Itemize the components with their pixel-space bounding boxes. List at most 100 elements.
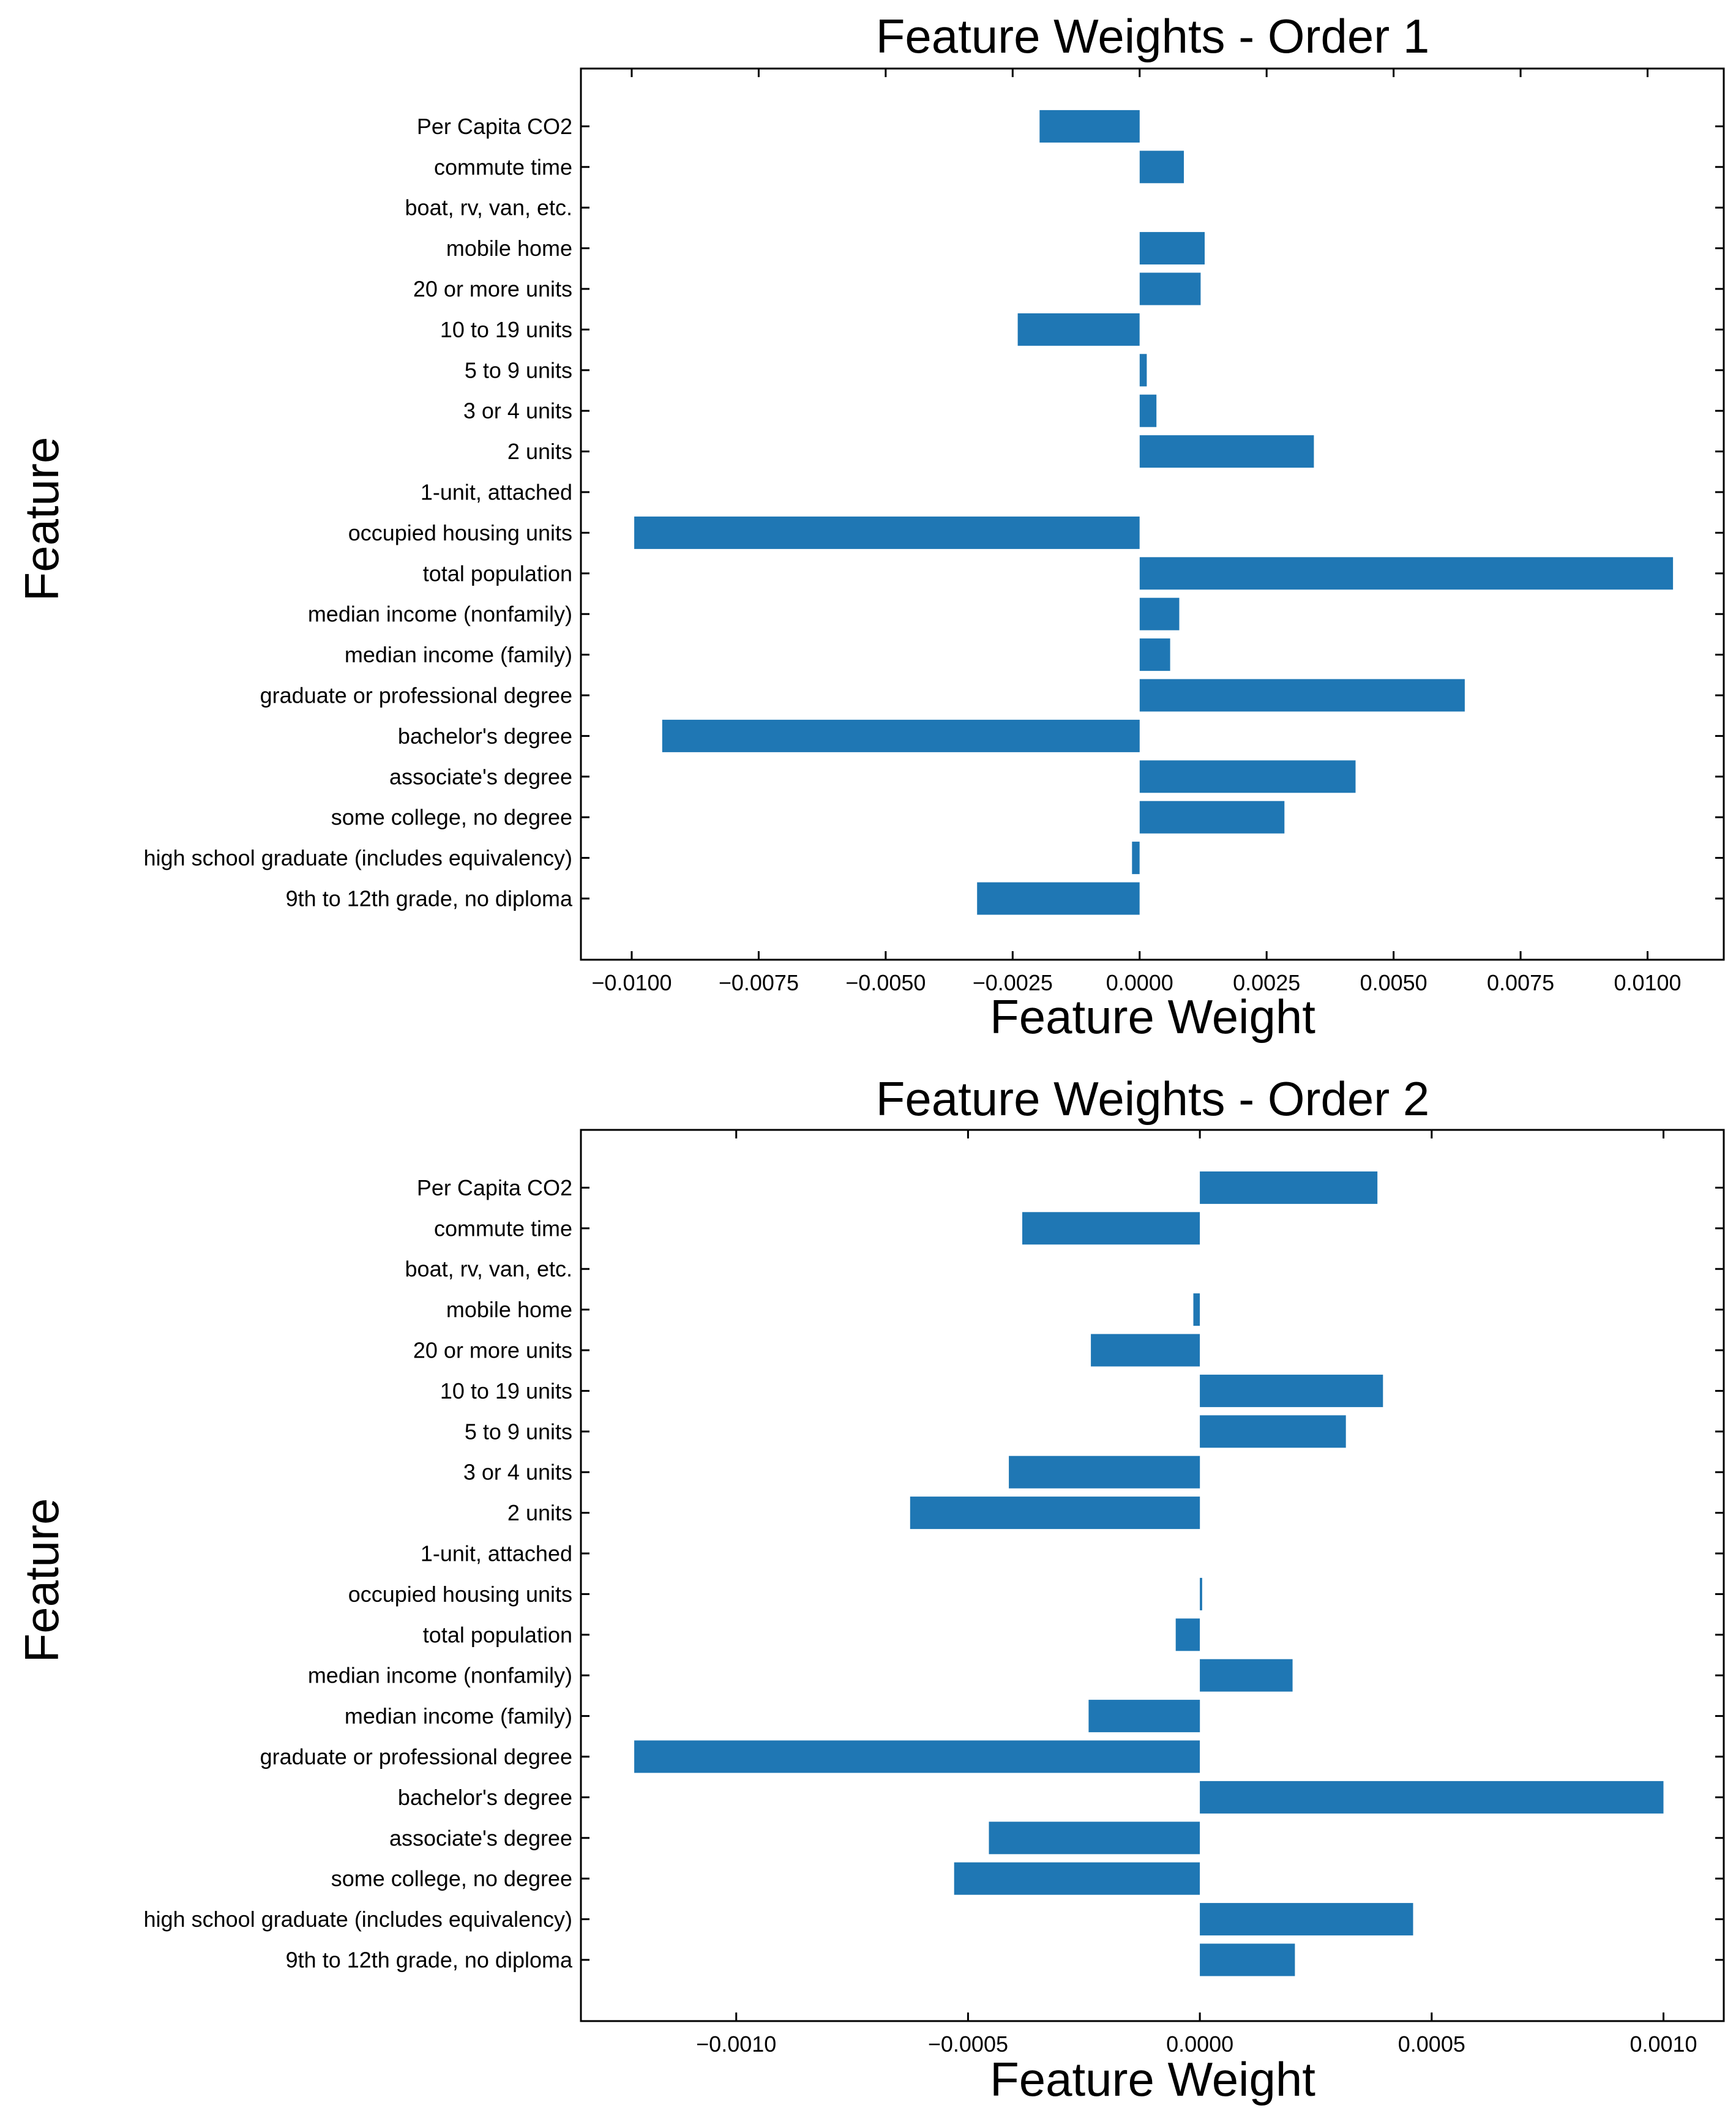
x-tick-label: −0.0025 <box>973 970 1053 995</box>
bar <box>1139 394 1157 427</box>
y-tick-label: some college, no degree <box>331 1866 572 1891</box>
x-tick-label: −0.0100 <box>591 970 672 995</box>
bar <box>1200 1374 1383 1407</box>
y-tick-label: associate's degree <box>389 764 572 789</box>
x-tick-label: −0.0005 <box>928 2031 1008 2057</box>
bar <box>1200 1577 1202 1610</box>
y-tick-label: boat, rv, van, etc. <box>405 1257 572 1282</box>
plot-frame <box>580 1129 1725 2022</box>
bar <box>954 1862 1200 1895</box>
y-axis-label: Feature <box>15 437 69 602</box>
y-tick-label: 9th to 12th grade, no diploma <box>286 1948 573 1973</box>
bar <box>1200 1171 1378 1204</box>
chart-order-2: Feature Weights - Order 2 Feature Weight… <box>15 1072 1725 2106</box>
y-tick-label: 20 or more units <box>413 277 572 302</box>
y-tick-label: occupied housing units <box>348 520 572 545</box>
bar <box>1200 1415 1346 1448</box>
y-tick-label: bachelor's degree <box>398 1785 572 1810</box>
bar <box>634 516 1140 549</box>
bar <box>1200 1781 1664 1814</box>
y-tick-label: 2 units <box>507 1500 572 1525</box>
x-tick-label: −0.0075 <box>719 970 799 995</box>
bars-group <box>634 1171 1664 1976</box>
y-tick-label: total population <box>423 561 572 586</box>
bar <box>1200 1903 1413 1936</box>
bar <box>1139 801 1285 834</box>
y-tick-label: mobile home <box>446 236 572 261</box>
bar <box>1200 1659 1293 1692</box>
bar <box>1039 110 1140 143</box>
bar <box>1091 1334 1200 1367</box>
y-tick-label: high school graduate (includes equivalen… <box>144 845 572 870</box>
bar <box>1009 1456 1200 1489</box>
bar <box>1139 597 1180 630</box>
x-tick-label: 0.0075 <box>1487 970 1554 995</box>
y-tick-label: graduate or professional degree <box>260 1744 572 1770</box>
x-tick-label: −0.0050 <box>845 970 926 995</box>
bar <box>1139 760 1356 793</box>
x-tick-label: 0.0000 <box>1166 2031 1233 2057</box>
chart-title: Feature Weights - Order 2 <box>876 1072 1430 1126</box>
bar <box>1139 679 1465 712</box>
bar <box>1139 354 1147 387</box>
x-tick-label: 0.0050 <box>1360 970 1427 995</box>
x-tick-label: 0.0000 <box>1106 970 1173 995</box>
x-ticks-group: −0.0010 −0.0005 0.0000 0.0005 0.0010 <box>696 1130 1697 2057</box>
y-tick-label: 9th to 12th grade, no diploma <box>286 886 573 911</box>
chart-title: Feature Weights - Order 1 <box>876 9 1430 63</box>
bar <box>989 1822 1200 1855</box>
bar <box>662 719 1140 752</box>
bar <box>977 882 1140 915</box>
y-tick-label: 2 units <box>507 439 572 464</box>
y-tick-label: 3 or 4 units <box>463 398 572 424</box>
bar <box>634 1740 1200 1773</box>
x-axis-label: Feature Weight <box>990 2052 1315 2106</box>
y-tick-label: graduate or professional degree <box>260 683 572 708</box>
bar <box>1139 151 1184 184</box>
y-tick-label: Per Capita CO2 <box>417 114 572 139</box>
y-tick-label: 5 to 9 units <box>465 357 572 383</box>
y-tick-label: 5 to 9 units <box>465 1419 572 1444</box>
y-tick-label: occupied housing units <box>348 1582 572 1607</box>
bar <box>1139 232 1205 265</box>
x-ticks-group: −0.0100 −0.0075 −0.0050 −0.0025 0.0000 0.0025… <box>591 69 1682 995</box>
bar <box>1139 272 1201 305</box>
x-tick-label: 0.0005 <box>1398 2031 1465 2057</box>
y-tick-label: commute time <box>434 154 572 179</box>
bar <box>1139 638 1170 671</box>
x-axis-label: Feature Weight <box>990 990 1315 1044</box>
y-tick-label: high school graduate (includes equivalen… <box>144 1907 572 1932</box>
x-tick-label: 0.0010 <box>1629 2031 1697 2057</box>
y-tick-label: 1-unit, attached <box>421 1541 572 1566</box>
y-tick-label: median income (nonfamily) <box>308 602 572 627</box>
x-tick-label: −0.0010 <box>696 2031 776 2057</box>
chart-order-1: Feature Weights - Order 1 Feature Weight… <box>15 9 1725 1044</box>
bar <box>1132 842 1140 875</box>
bar <box>910 1497 1200 1530</box>
y-tick-label: associate's degree <box>389 1825 572 1850</box>
y-tick-label: bachelor's degree <box>398 723 572 749</box>
y-ticks-group: 9th to 12th grade, no diploma high school… <box>144 1175 1724 1973</box>
bar <box>1022 1212 1200 1245</box>
y-tick-label: mobile home <box>446 1297 572 1322</box>
bar <box>1139 557 1674 590</box>
plot-frame <box>580 67 1725 961</box>
y-tick-label: some college, no degree <box>331 805 572 830</box>
x-tick-label: 0.0025 <box>1233 970 1300 995</box>
bar <box>1193 1293 1200 1326</box>
y-tick-label: 20 or more units <box>413 1338 572 1363</box>
x-tick-label: 0.0100 <box>1614 970 1681 995</box>
y-tick-label: total population <box>423 1622 572 1647</box>
y-tick-label: Per Capita CO2 <box>417 1175 572 1200</box>
y-ticks-group: 9th to 12th grade, no diploma high school… <box>144 114 1724 911</box>
y-tick-label: 10 to 19 units <box>440 317 572 342</box>
bars-group <box>634 110 1674 915</box>
y-tick-label: median income (family) <box>345 642 572 667</box>
y-axis-label: Feature <box>15 1498 69 1663</box>
y-tick-label: median income (family) <box>345 1703 572 1728</box>
bar <box>1017 313 1140 346</box>
y-tick-label: 3 or 4 units <box>463 1460 572 1485</box>
y-tick-label: median income (nonfamily) <box>308 1663 572 1688</box>
y-tick-label: commute time <box>434 1216 572 1241</box>
